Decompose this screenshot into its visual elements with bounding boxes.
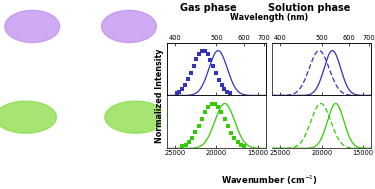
Text: Wavelength (nm): Wavelength (nm) [230,13,308,22]
Circle shape [5,10,60,43]
Ellipse shape [105,101,166,133]
Ellipse shape [0,101,56,133]
Circle shape [102,10,156,43]
Text: Wavenumber (cm$^{-1}$): Wavenumber (cm$^{-1}$) [221,174,318,187]
Text: Solution phase: Solution phase [268,3,351,13]
Text: Normalized Intensity: Normalized Intensity [155,48,164,143]
Text: Gas phase: Gas phase [180,3,237,13]
